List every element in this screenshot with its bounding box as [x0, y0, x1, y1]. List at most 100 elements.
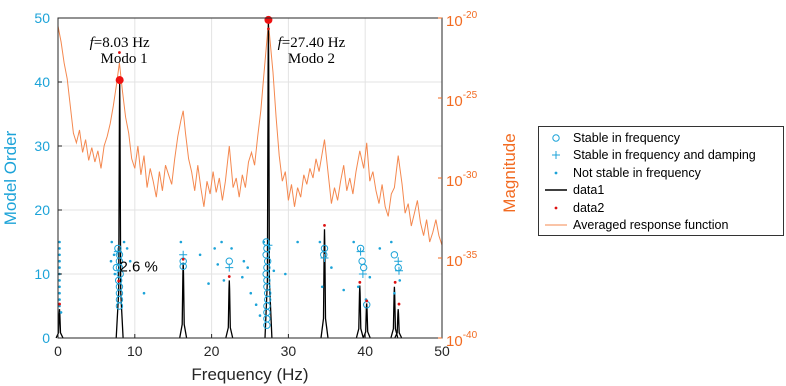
y-left-tick-label: 30	[34, 138, 50, 154]
y-axis-left-label: Model Order	[1, 130, 20, 225]
data2-point	[358, 280, 362, 284]
legend-entry-stable-frequency-damping: Stable in frequency and damping	[545, 147, 783, 165]
not-stable-point	[58, 279, 61, 282]
not-stable-point	[58, 240, 61, 244]
stable-frequency-damping-point	[394, 257, 403, 266]
ticks-group: 0 10 20 30 40 500102030405010-4010-3510-3010-…	[34, 10, 477, 359]
not-stable-point	[58, 285, 61, 289]
not-stable-point	[318, 240, 322, 244]
data1-peak	[179, 262, 188, 339]
y-left-tick-label: 50	[34, 10, 50, 26]
legend-entry-stable-frequency: Stable in frequency	[545, 129, 783, 147]
not-stable-point	[109, 259, 113, 263]
y-left-tick-label: 20	[34, 202, 50, 218]
data1-peak	[115, 80, 124, 339]
stable-frequency-damping-point	[320, 254, 329, 262]
not-stable-point	[58, 247, 61, 250]
not-stable-point	[59, 311, 63, 314]
data1-peak	[390, 286, 399, 339]
not-stable-point	[58, 291, 61, 295]
y-left-tick-label: 10	[34, 266, 50, 282]
not-stable-point	[58, 259, 61, 263]
data2-point	[118, 51, 121, 54]
not-stable-point	[356, 285, 360, 289]
not-stable-point	[272, 269, 276, 273]
stable-frequency-damping-point	[113, 247, 122, 256]
data1-peak	[362, 303, 371, 339]
not-stable-point	[246, 266, 249, 269]
legend-label: Stable in frequency	[573, 130, 681, 145]
x-tick-label: 10	[127, 343, 143, 359]
data2-point	[117, 279, 121, 283]
data2-point	[267, 27, 270, 31]
data1-peak	[355, 285, 364, 339]
data1-peak	[394, 309, 403, 339]
not-stable-point	[352, 240, 355, 244]
damping-annotation: 2.6 %	[119, 258, 157, 275]
not-stable-point	[58, 298, 61, 301]
y-left-tick-label: 0	[42, 330, 50, 346]
data2-point	[397, 302, 401, 306]
stable-frequency-point	[115, 283, 124, 291]
mode2-label: Modo 2	[288, 51, 335, 67]
data2-point	[58, 302, 61, 306]
not-stable-point	[242, 259, 246, 263]
y-axis-right-label: Magnitude	[500, 133, 519, 212]
x-tick-label: 30	[281, 343, 297, 359]
not-stable-point	[230, 247, 233, 250]
data2-point	[227, 275, 231, 278]
stable-frequency-point	[263, 321, 271, 329]
not-stable-point	[368, 275, 372, 279]
not-stable-point	[320, 285, 324, 289]
legend-label: data1	[573, 183, 605, 198]
stable-frequency-point	[115, 289, 124, 297]
not-stable-point	[58, 253, 61, 257]
stable-frequency-point	[263, 308, 271, 317]
y-right-tick-label: 10-35	[446, 250, 478, 270]
mode2-frequency-annotation: f=27.40 Hz	[278, 35, 346, 51]
not-stable-point	[58, 266, 61, 269]
not-stable-point	[122, 240, 126, 244]
y-left-tick-label: 40	[34, 74, 50, 90]
not-stable-point	[58, 304, 61, 308]
stable-frequency-damping-point	[356, 247, 365, 256]
data2-point	[393, 280, 397, 284]
x-tick-label: 0	[54, 343, 62, 359]
not-stable-point	[284, 272, 287, 276]
stable-frequency-point	[225, 257, 233, 265]
stable-frequency-point	[179, 262, 187, 271]
not-stable-point	[330, 266, 333, 269]
stable-frequency-damping-point	[358, 270, 367, 278]
not-stable-point	[254, 303, 258, 307]
not-stable-point	[179, 240, 183, 244]
stable-frequency-point	[115, 302, 124, 310]
mode1-label: Modo 1	[101, 51, 148, 67]
not-stable-point	[390, 240, 393, 244]
not-stable-point	[342, 288, 345, 292]
peak-marker	[115, 76, 124, 85]
stable-frequency-point	[262, 251, 270, 259]
legend-label: Stable in frequency and damping	[573, 148, 756, 163]
peak-marker	[264, 15, 273, 24]
not-stable-point	[113, 272, 117, 276]
plus-marker-icon	[545, 148, 567, 162]
y-right-tick-label: 10-20	[446, 10, 478, 30]
legend-entry-response: Averaged response function	[545, 217, 783, 235]
stable-frequency-point	[263, 315, 271, 323]
not-stable-point	[398, 279, 402, 282]
legend-entry-data2: data2	[545, 199, 783, 217]
not-stable-point	[112, 253, 116, 257]
stable-frequency-point	[359, 263, 368, 272]
data2-point	[181, 257, 185, 261]
legend-label: data2	[573, 200, 605, 215]
not-stable-point	[142, 291, 146, 295]
black-line-icon	[545, 183, 567, 197]
red-dot-marker-icon	[545, 201, 567, 215]
not-stable-point	[213, 247, 216, 250]
stable-frequency-damping-point	[264, 241, 273, 250]
not-stable-point	[378, 247, 382, 250]
data1-peak	[320, 229, 329, 339]
not-stable-point	[220, 240, 223, 244]
x-tick-label: 20	[204, 343, 220, 359]
